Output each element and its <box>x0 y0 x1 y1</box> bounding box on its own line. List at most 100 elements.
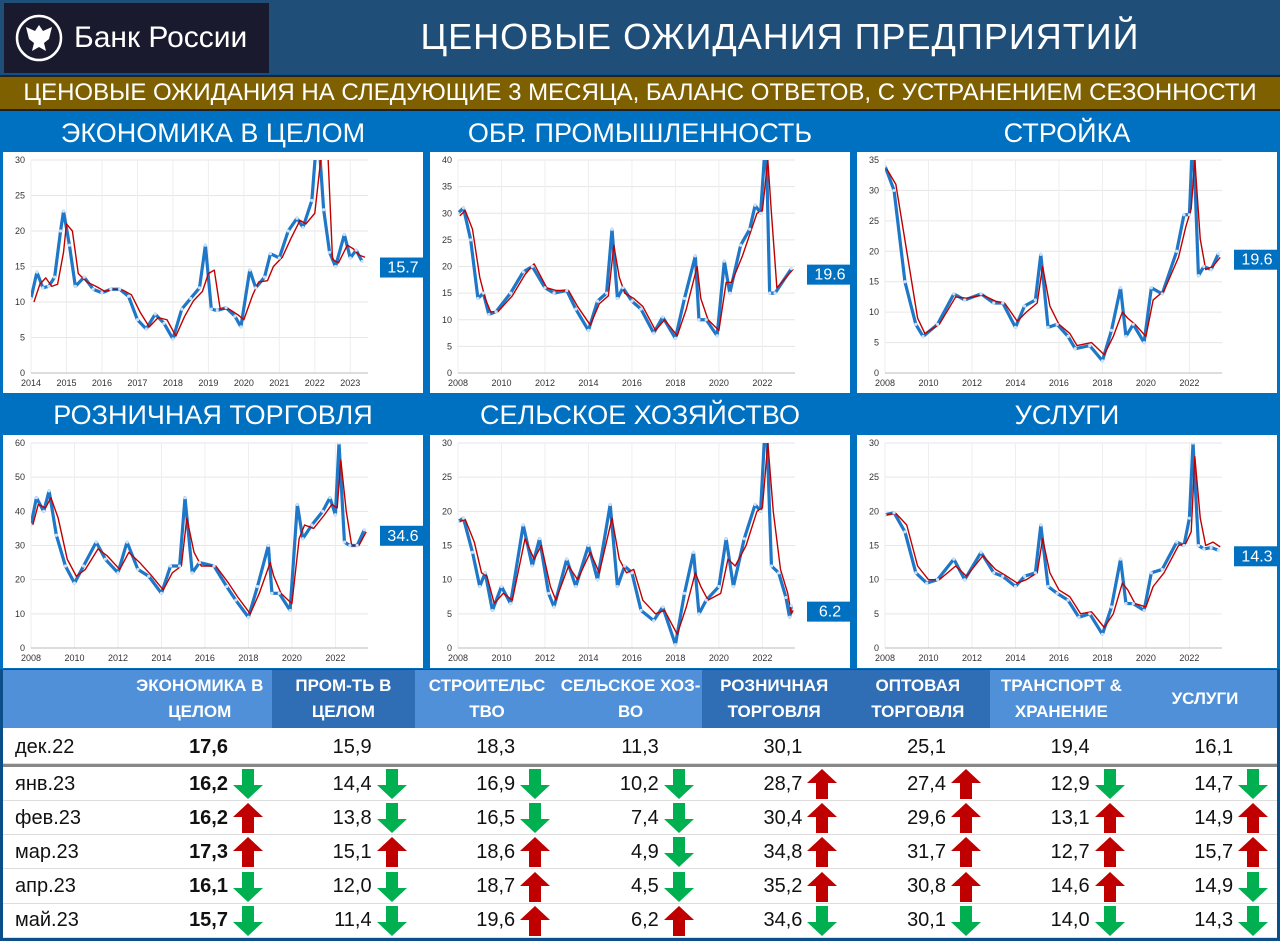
y-tick-label: 25 <box>442 472 452 482</box>
data-point <box>1066 334 1070 339</box>
value-cell: 16,1 <box>189 875 228 898</box>
data-point <box>1100 359 1105 363</box>
data-point <box>355 543 359 548</box>
x-tick-label: 2019 <box>198 378 218 388</box>
table-row: апр.23 16,1 12,0 18,7 4,5 35,2 30,8 14,6 14,9 <box>3 870 1277 904</box>
x-tick-label: 2020 <box>709 378 729 388</box>
charts-section: ЭКОНОМИКА В ЦЕЛОМ ОБР. ПРОМЫШЛЕННОСТЬ СТ… <box>0 111 1280 669</box>
column-header: РОЗНИЧНАЯ ТОРГОВЛЯ <box>702 670 846 728</box>
arrow-up-icon <box>1238 803 1269 834</box>
data-point <box>342 540 347 544</box>
data-point <box>136 567 140 572</box>
logo-text: Банк России <box>74 21 248 54</box>
table-row: май.23 15,7 11,4 19,6 6,2 34,6 30,1 14,0 14,3 <box>3 904 1277 938</box>
data-point <box>1196 274 1201 278</box>
table-row: янв.23 16,2 14,4 16,9 10,2 28,7 27,4 12,9 14,7 <box>3 767 1277 801</box>
data-point <box>31 523 33 527</box>
data-point <box>697 318 701 322</box>
data-point <box>147 574 151 578</box>
data-point <box>81 564 86 568</box>
x-tick-label: 2012 <box>962 378 982 388</box>
data-point <box>914 571 918 575</box>
data-point <box>478 584 482 589</box>
data-point <box>135 318 140 322</box>
data-point <box>537 537 542 541</box>
value-cell: 30,1 <box>763 735 803 758</box>
value-cell: 11,4 <box>334 909 372 932</box>
data-point <box>295 216 299 220</box>
x-tick-label: 2010 <box>491 378 511 388</box>
y-tick-label: 15 <box>869 277 879 287</box>
data-point <box>1039 523 1043 527</box>
data-point <box>935 322 940 326</box>
data-point <box>266 543 270 548</box>
arrow-up-icon <box>807 769 838 799</box>
data-point <box>333 513 337 517</box>
arrow-down-icon <box>1238 769 1269 799</box>
data-point <box>310 198 314 203</box>
data-point <box>552 291 556 295</box>
value-cell: 34,6 <box>763 909 803 932</box>
value-cell: 35,2 <box>763 875 803 898</box>
value-cell: 19,6 <box>476 909 516 932</box>
data-point <box>159 591 164 595</box>
chart-panel-economy: 0 5 10 15 20 25 30 2014 2015 2016 2017 2018 2019 2020… <box>3 152 423 393</box>
value-cell: 29,6 <box>907 806 946 829</box>
y-tick-label: 0 <box>447 368 452 378</box>
value-cell: 10,2 <box>619 772 659 795</box>
data-point <box>1046 584 1050 589</box>
row-label: янв.23 <box>15 772 76 795</box>
column-header: ОПТОВАЯ ТОРГОВЛЯ <box>846 670 990 728</box>
row-label: мар.23 <box>15 840 79 863</box>
value-cell: 17,6 <box>189 735 228 758</box>
data-point <box>183 496 187 500</box>
data-point <box>530 264 534 269</box>
data-point <box>277 591 281 595</box>
y-tick-label: 20 <box>15 226 25 236</box>
x-tick-label: 2018 <box>1092 653 1112 663</box>
y-tick-label: 0 <box>20 643 25 653</box>
data-point <box>203 243 208 247</box>
table-row: дек.22 17,6 15,9 18,3 11,3 30,1 25,1 19,4 16,1 <box>3 730 1277 764</box>
data-point <box>53 275 57 279</box>
data-point <box>595 299 600 303</box>
x-tick-label: 2020 <box>234 378 254 388</box>
data-point <box>239 325 243 329</box>
data-point <box>35 270 39 274</box>
arrow-down-icon <box>1094 905 1125 936</box>
x-tick-label: 2016 <box>195 653 215 663</box>
data-point <box>1001 301 1005 305</box>
data-point <box>461 516 466 520</box>
data-point <box>963 298 967 302</box>
x-tick-label: 2012 <box>535 378 555 388</box>
data-point <box>758 509 763 513</box>
data-point <box>1175 249 1179 253</box>
value-cell: 18,6 <box>476 840 516 863</box>
data-point <box>693 254 697 258</box>
arrow-down-icon <box>663 837 694 868</box>
value-cell: 14,7 <box>1194 772 1234 795</box>
data-point <box>328 496 332 500</box>
chart-svg: 0 5 10 15 20 25 30 2008 2010 2012 2014 2016 2018 2020… <box>869 438 1277 663</box>
data-point <box>661 605 665 609</box>
data-point <box>697 612 701 616</box>
x-tick-label: 2014 <box>1005 378 1025 388</box>
x-tick-label: 2010 <box>491 653 511 663</box>
data-point <box>885 164 887 168</box>
chart-svg: 0 5 10 15 20 25 30 2008 2010 2012 2014 2016 2018 2020… <box>442 438 850 663</box>
y-tick-label: 10 <box>442 575 452 585</box>
arrow-down-icon <box>520 769 551 799</box>
data-point <box>1109 605 1114 609</box>
data-point <box>362 528 366 532</box>
series-line-smoothed <box>33 160 366 337</box>
data-point <box>652 619 656 623</box>
value-cell: 12,7 <box>1050 840 1090 863</box>
column-header: СЕЛЬСКОЕ ХОЗ-ВО <box>558 670 703 728</box>
value-cell: 19,4 <box>1050 735 1090 758</box>
x-tick-label: 2016 <box>622 378 642 388</box>
arrow-up-icon <box>663 905 694 936</box>
chart-title: РОЗНИЧНАЯ ТОРГОВЛЯ <box>53 399 373 430</box>
data-point <box>270 591 274 595</box>
data-point <box>715 334 719 338</box>
x-tick-label: 2018 <box>665 653 685 663</box>
